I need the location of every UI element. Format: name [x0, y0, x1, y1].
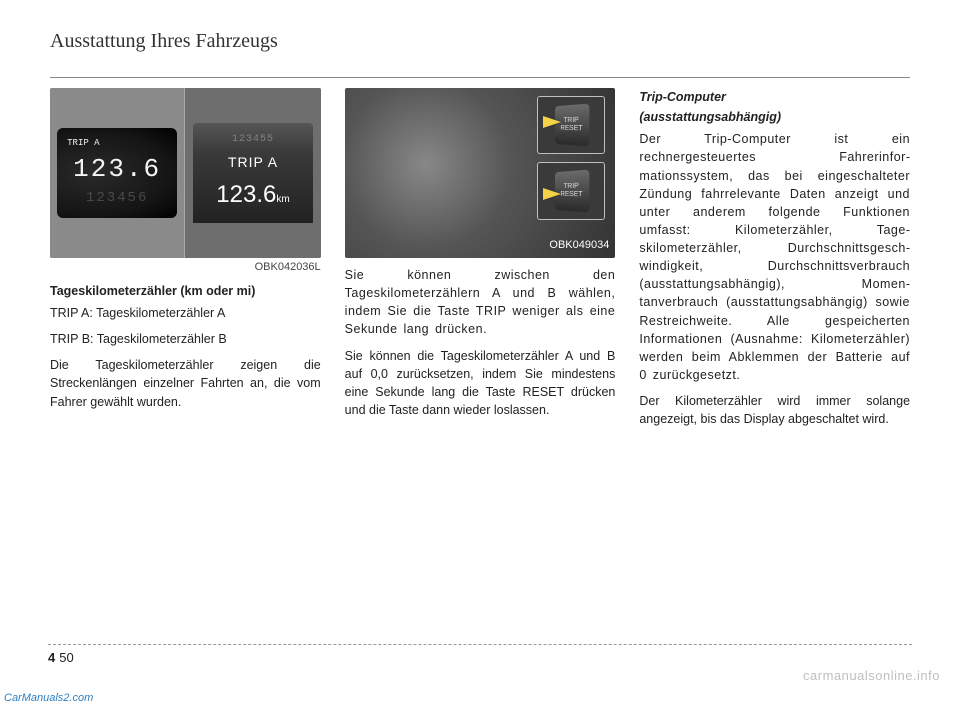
chapter-rule [50, 77, 910, 78]
figure-1: Ausführung A Ausführung B TRIP A 123.6 1… [50, 88, 321, 282]
column-2: TRIP RESET TRIP RESET OBK049034 [345, 88, 616, 436]
page: Ausstattung Ihres Fahrzeugs Ausführung A… [0, 0, 960, 689]
cluster-b-main-value: 123.6 [216, 181, 276, 208]
footer-site: carmanualsonline.info [803, 668, 940, 683]
col2-para1: Sie können zwischen den Tageskilometerzä… [345, 266, 616, 339]
figure-1-box: Ausführung A Ausführung B TRIP A 123.6 1… [50, 88, 321, 258]
figure-2-code: OBK049034 [549, 238, 609, 254]
page-number: 4 50 [48, 650, 74, 665]
btn-bot-label2: RESET [561, 191, 583, 200]
footer-dashed-rule [48, 644, 912, 645]
cluster-a-trip-label: TRIP A [67, 137, 99, 150]
col1-line2: TRIP B: Tageskilometerzähler B [50, 330, 321, 348]
figure-2-box: TRIP RESET TRIP RESET OBK049034 [345, 88, 616, 258]
col3-para2: Der Kilometerzähler wird immer solange a… [639, 392, 910, 428]
variant-b: 123455 TRIP A 123.6km [185, 88, 320, 258]
col3-para1: Der Trip-Computer ist ein rechnergesteue… [639, 130, 910, 384]
btn-bot-label1: TRIP [564, 182, 579, 191]
watermark: CarManuals2.com [4, 691, 93, 707]
btn-top-label2: RESET [561, 125, 583, 134]
variant-a: TRIP A 123.6 123456 [50, 88, 185, 258]
chapter-title: Ausstattung Ihres Fahrzeugs [50, 30, 910, 59]
column-1: Ausführung A Ausführung B TRIP A 123.6 1… [50, 88, 321, 436]
column-3: Trip-Computer (ausstattungsabhängig) Der… [639, 88, 910, 436]
cluster-a-sub-value: 123456 [86, 188, 148, 208]
cluster-b-mid-label: TRIP A [228, 152, 278, 172]
col1-para: Die Tageskilometerzähler zeigen die Stre… [50, 356, 321, 410]
arrow-icon [543, 116, 561, 128]
col1-line1: TRIP A: Tageskilometerzähler A [50, 304, 321, 322]
chapter-number: 4 [48, 650, 55, 665]
col3-heading1: Trip-Computer [639, 88, 910, 106]
btn-top-label1: TRIP [564, 116, 579, 125]
cluster-b-unit: km [276, 194, 289, 205]
page-num: 50 [59, 650, 73, 665]
columns: Ausführung A Ausführung B TRIP A 123.6 1… [50, 88, 910, 436]
col1-heading: Tageskilometerzähler (km oder mi) [50, 282, 321, 300]
cluster-b-top-value: 123455 [232, 133, 274, 148]
cluster-a: TRIP A 123.6 123456 [57, 128, 177, 218]
figure-1-code: OBK042036L [50, 260, 321, 276]
cluster-b: 123455 TRIP A 123.6km [193, 123, 313, 223]
arrow-icon [543, 188, 561, 200]
figure-2: TRIP RESET TRIP RESET OBK049034 [345, 88, 616, 266]
col3-heading2: (ausstattungsabhängig) [639, 108, 910, 126]
cluster-a-main-value: 123.6 [73, 151, 161, 189]
col2-para2: Sie können die Tageskilometerzähler A un… [345, 347, 616, 420]
